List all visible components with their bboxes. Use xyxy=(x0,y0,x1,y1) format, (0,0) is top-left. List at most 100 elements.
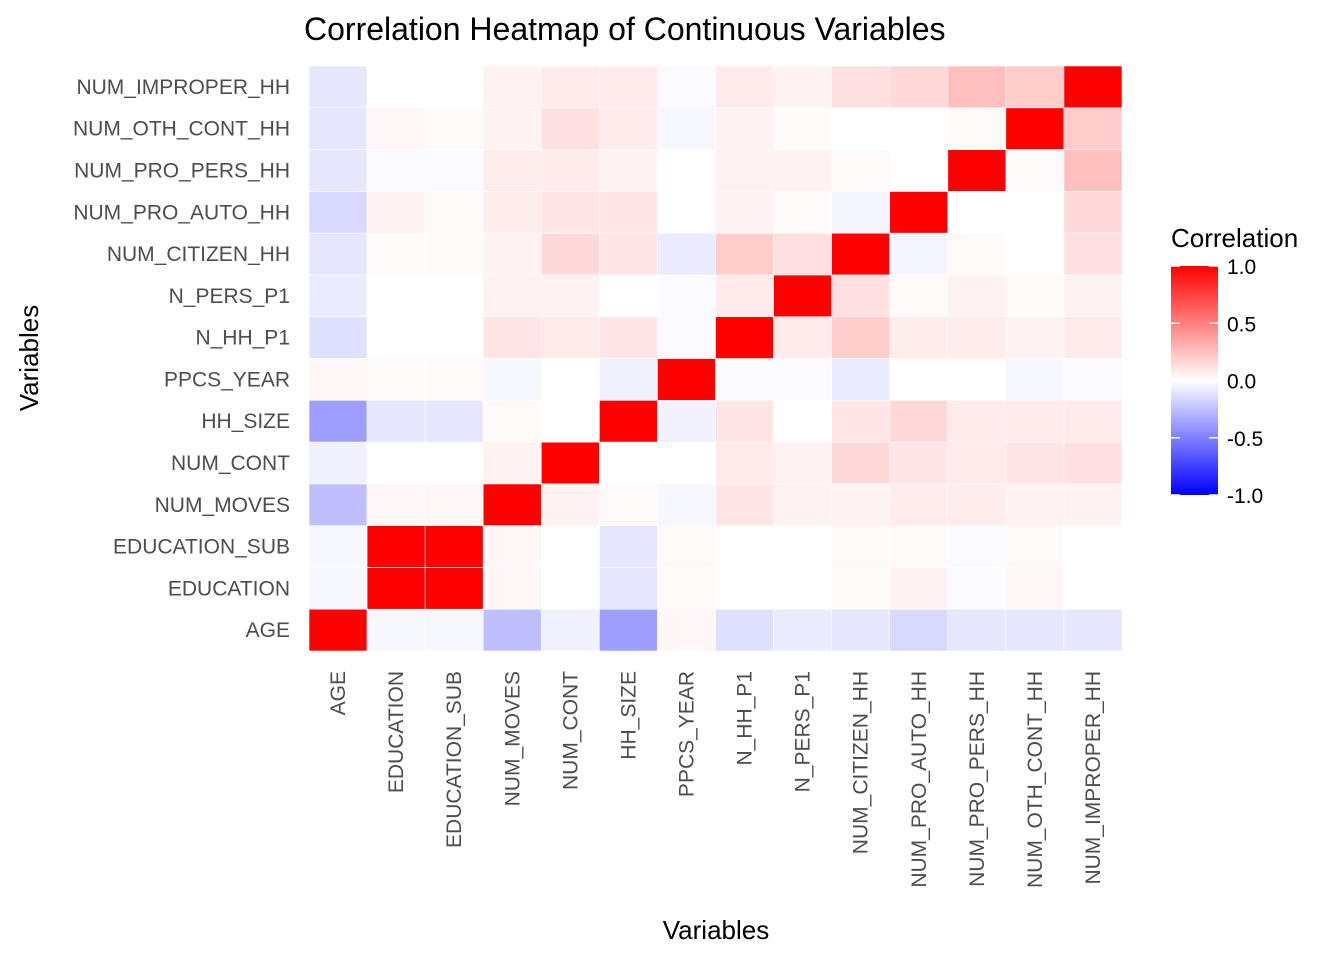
heatmap-cell xyxy=(308,358,368,401)
heatmap-cell xyxy=(1005,567,1065,610)
legend-ticks: 1.0 0.5 0.0 -0.5 -1.0 xyxy=(1171,256,1263,508)
heatmap-cell xyxy=(1063,483,1123,526)
heatmap-cell xyxy=(540,65,600,109)
heatmap-cell xyxy=(947,149,1007,192)
heatmap-cell xyxy=(657,316,716,359)
y-tick-label: NUM_CITIZEN_HH xyxy=(107,243,290,266)
heatmap-cell xyxy=(482,149,542,192)
x-tick-label: NUM_PRO_PERS_HH xyxy=(966,671,989,887)
heatmap-cell xyxy=(657,107,716,150)
heatmap-cell xyxy=(831,567,891,610)
heatmap-cell xyxy=(715,608,774,652)
heatmap-cell xyxy=(366,232,426,276)
heatmap-cell xyxy=(540,358,600,401)
color-legend: Correlation 1.0 0.5 0.0 -0.5 -1.0 xyxy=(1171,223,1298,508)
legend-tick-label: 0.5 xyxy=(1227,313,1256,336)
y-axis-ticks: AGE EDUCATION EDUCATION_SUB NUM_MOVES NUM_CO… xyxy=(73,76,290,642)
heatmap-cell xyxy=(599,567,658,610)
heatmap-cell xyxy=(831,149,891,192)
heatmap-cell xyxy=(715,399,774,443)
heatmap-cell xyxy=(947,483,1007,526)
heatmap-cell xyxy=(599,358,658,401)
y-tick-label: NUM_IMPROPER_HH xyxy=(76,76,290,99)
x-axis-ticks: AGE EDUCATION EDUCATION_SUB NUM_MOVES NUM_CO… xyxy=(327,671,1105,888)
heatmap-cell xyxy=(482,608,542,652)
heatmap-cell xyxy=(308,608,368,652)
x-tick-label: N_PERS_P1 xyxy=(792,671,815,792)
heatmap-cell xyxy=(773,191,832,234)
x-tick-label: EDUCATION xyxy=(385,671,408,793)
heatmap-cell xyxy=(599,149,658,192)
heatmap-cell xyxy=(773,399,832,443)
y-tick-label: NUM_CONT xyxy=(171,452,290,475)
heatmap-cell xyxy=(599,191,658,234)
heatmap-cell xyxy=(1005,399,1065,443)
heatmap-cell xyxy=(424,274,484,318)
heatmap-cell xyxy=(366,107,426,150)
heatmap-cell xyxy=(308,316,368,359)
heatmap-cell xyxy=(599,399,658,443)
heatmap-cell xyxy=(482,525,542,568)
heatmap-cell xyxy=(308,191,368,234)
heatmap-cell xyxy=(1005,232,1065,276)
heatmap-cell xyxy=(424,567,484,610)
heatmap-cell xyxy=(540,107,600,150)
y-tick-label: PPCS_YEAR xyxy=(164,368,290,391)
heatmap-cell xyxy=(657,274,716,318)
heatmap-cell xyxy=(599,441,658,485)
heatmap-cell xyxy=(308,399,368,443)
heatmap-cell xyxy=(1063,65,1123,109)
y-tick-label: N_HH_P1 xyxy=(195,327,290,350)
heatmap-cell xyxy=(657,567,716,610)
heatmap-cell xyxy=(424,358,484,401)
heatmap-cell xyxy=(773,107,832,150)
heatmap-cell xyxy=(773,525,832,568)
heatmap-cell xyxy=(482,567,542,610)
heatmap-cell xyxy=(1063,525,1123,568)
heatmap-cell xyxy=(889,191,949,234)
heatmap-cell xyxy=(424,149,484,192)
heatmap-cell xyxy=(715,65,774,109)
heatmap-cell xyxy=(1005,191,1065,234)
heatmap-cell xyxy=(540,316,600,359)
heatmap-cell xyxy=(366,149,426,192)
heatmap-cell xyxy=(1063,107,1123,150)
y-tick-label: NUM_PRO_PERS_HH xyxy=(74,159,290,182)
x-tick-label: NUM_PRO_AUTO_HH xyxy=(908,671,931,888)
heatmap-cell xyxy=(831,232,891,276)
heatmap-cell xyxy=(599,107,658,150)
heatmap-cells xyxy=(308,65,1123,652)
heatmap-cell xyxy=(540,608,600,652)
heatmap-cell xyxy=(1063,399,1123,443)
heatmap-cell xyxy=(715,274,774,318)
heatmap-cell xyxy=(831,399,891,443)
heatmap-cell xyxy=(482,441,542,485)
heatmap-cell xyxy=(657,399,716,443)
x-tick-label: PPCS_YEAR xyxy=(675,671,698,797)
heatmap-cell xyxy=(599,525,658,568)
heatmap-cell xyxy=(540,274,600,318)
y-tick-label: NUM_MOVES xyxy=(155,494,290,517)
heatmap-cell xyxy=(889,65,949,109)
heatmap-cell xyxy=(831,608,891,652)
heatmap-cell xyxy=(831,274,891,318)
heatmap-cell xyxy=(831,525,891,568)
heatmap-cell xyxy=(366,399,426,443)
heatmap-cell xyxy=(715,149,774,192)
heatmap-cell xyxy=(715,316,774,359)
heatmap-cell xyxy=(366,65,426,109)
x-tick-label: AGE xyxy=(327,671,350,715)
heatmap-cell xyxy=(715,441,774,485)
heatmap-cell xyxy=(773,483,832,526)
heatmap-cell xyxy=(308,483,368,526)
heatmap-cell xyxy=(889,608,949,652)
y-tick-label: NUM_PRO_AUTO_HH xyxy=(73,201,290,224)
legend-tick-label: -1.0 xyxy=(1227,485,1263,508)
heatmap-cell xyxy=(1063,149,1123,192)
heatmap-cell xyxy=(424,191,484,234)
heatmap-cell xyxy=(599,483,658,526)
heatmap-cell xyxy=(889,441,949,485)
heatmap-cell xyxy=(947,107,1007,150)
heatmap-cell xyxy=(1063,232,1123,276)
